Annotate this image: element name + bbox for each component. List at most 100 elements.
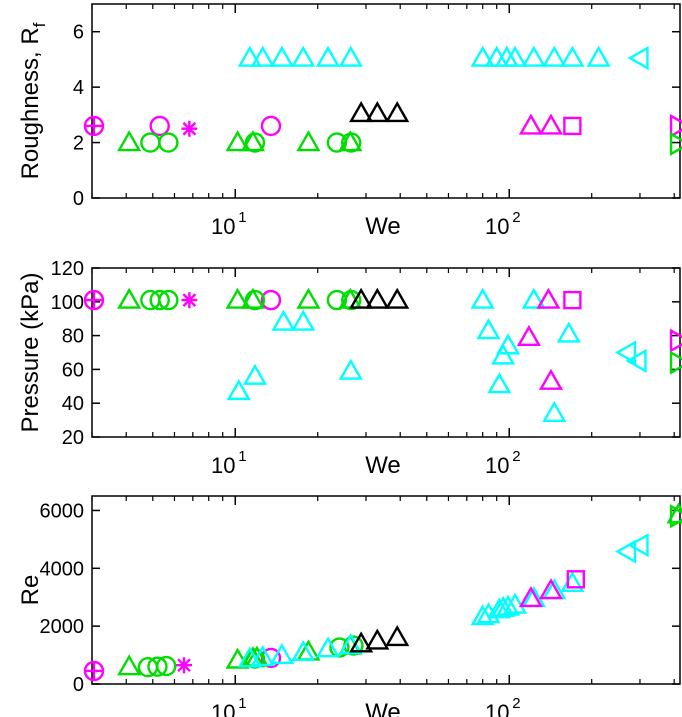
x-tick-label-exponent: 1 [238,695,246,712]
data-point-circle [260,115,282,137]
data-point-asterisk [181,292,198,309]
x-axis-label: We [365,452,401,479]
data-point-circle [149,289,170,311]
x-tick-label: 10 [485,700,509,717]
data-point-triangle [225,647,250,669]
data-point-triangle [538,578,564,600]
data-point-triangle [542,45,567,67]
data-point-triangle-left [615,340,637,365]
y-tick-label: 0 [73,674,84,696]
data-point-triangle [470,287,495,309]
data-point-triangle-left [627,533,649,558]
data-point-triangle [365,287,390,309]
data-point-triangle-right [669,328,682,353]
data-point-square [563,116,582,136]
data-point-square [563,290,582,310]
axes-box [91,3,681,199]
data-point-triangle [117,287,142,309]
data-point-triangle [271,309,296,331]
data-point-asterisk [181,120,198,137]
data-point-triangle [502,592,528,614]
data-point-plus [85,292,102,309]
data-point-triangle [586,45,611,67]
axes-box [91,267,681,438]
data-point-triangle [491,343,516,365]
x-tick-label-exponent: 1 [238,209,246,226]
x-tick-label-exponent: 2 [512,448,520,465]
data-point-triangle [225,287,250,309]
data-point-triangle-left [625,348,647,374]
data-point-triangle [538,113,564,135]
data-point-triangle [291,640,316,662]
data-point-plus [85,662,102,679]
data-point-triangle [237,646,262,668]
data-point-triangle [349,101,374,123]
data-point-triangle [349,631,374,653]
data-point-circle [260,289,282,311]
data-point-triangle-right [669,504,682,529]
data-point-triangle [484,45,509,67]
data-point-triangle [225,130,250,152]
data-point-circle [83,289,105,311]
data-point-triangle [250,644,275,667]
x-axis-label: We [365,213,401,240]
x-tick-label: 10 [211,700,235,717]
x-tick-label: 10 [485,214,509,239]
y-tick-label: 2000 [40,616,85,638]
data-point-triangle [518,113,544,135]
data-point-triangle [269,45,294,67]
data-point-triangle [269,642,294,665]
data-point-triangle [536,287,561,309]
data-point-square [566,570,586,589]
data-point-circle [158,289,179,311]
y-axis-label: Re [17,575,44,606]
data-point-triangle [296,287,321,309]
data-point-triangle [315,636,341,658]
data-point-triangle-left [627,45,649,71]
data-point-triangle [470,45,495,67]
data-point-triangle-right [669,350,682,375]
x-tick-label: 10 [211,214,235,239]
y-tick-label: 80 [62,326,84,348]
data-point-circle [83,660,105,682]
data-point-triangle [338,358,363,380]
data-point-triangle [385,101,410,123]
y-tick-label: 6 [73,22,84,44]
data-point-triangle [117,654,142,676]
data-point-triangle [560,45,585,67]
data-point-triangle [521,287,546,309]
data-point-triangle [349,287,374,309]
data-point-circle [140,132,161,153]
data-point-triangle [516,324,542,346]
data-point-triangle-left [615,539,637,564]
data-point-triangle [338,45,363,67]
data-point-circle [156,655,177,677]
y-tick-label: 6000 [40,500,85,522]
x-tick-label-exponent: 2 [512,695,520,712]
data-point-triangle-right [669,113,682,139]
data-point-triangle [338,130,363,152]
data-point-circle [147,656,168,677]
data-point-triangle [365,101,390,123]
data-point-triangle [521,45,546,67]
data-points [83,502,682,682]
axes-box [91,495,681,685]
y-tick-label: 0 [73,188,84,210]
data-point-triangle [117,130,142,152]
x-tick-label-exponent: 2 [512,209,520,226]
data-point-triangle [542,400,567,423]
data-points [83,287,682,423]
x-axis-label: We [365,699,401,717]
data-point-triangle [250,45,275,67]
data-point-circle [83,115,105,137]
data-point-triangle [502,45,528,67]
data-points [83,45,682,157]
y-tick-label: 4 [73,77,84,99]
y-axis-label: Pressure (kPa) [17,272,44,432]
data-point-triangle [291,45,316,67]
y-tick-label: 60 [62,359,84,381]
data-point-circle [158,132,179,153]
data-point-triangle [226,378,251,401]
data-point-triangle [538,368,564,390]
